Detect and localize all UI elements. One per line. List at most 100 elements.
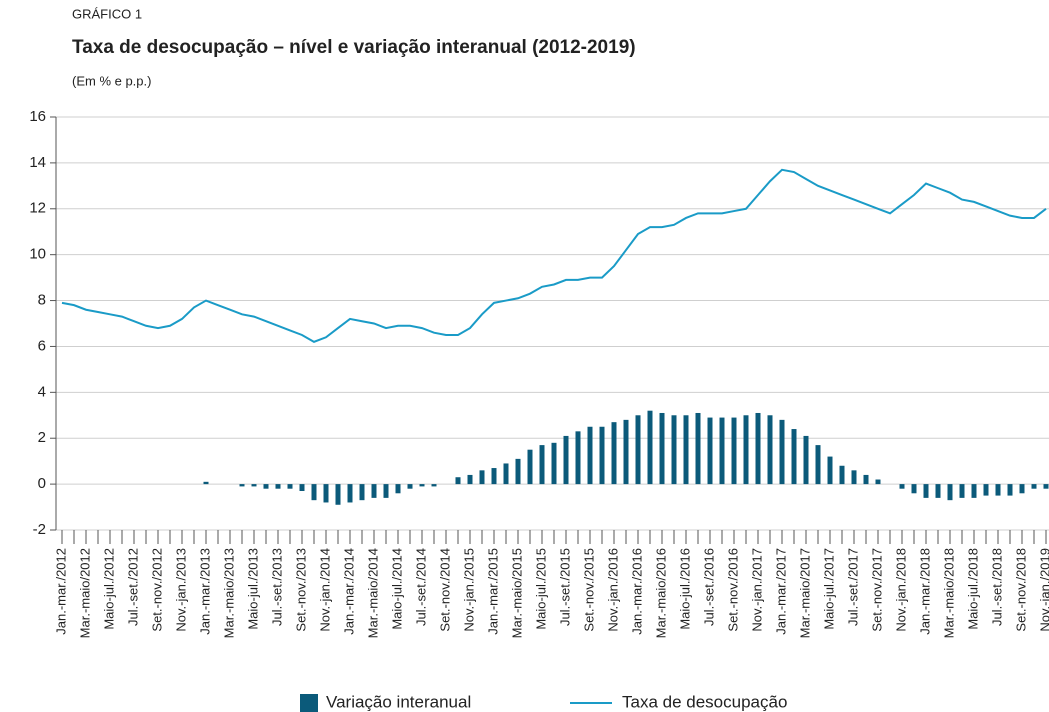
- bar: [287, 484, 293, 489]
- bar: [743, 415, 749, 485]
- bar: [299, 484, 305, 491]
- bar: [647, 410, 653, 485]
- x-tick-label: Nov.-jan./2019: [1037, 548, 1049, 632]
- x-tick-label: Jan.-mar./2013: [197, 548, 212, 635]
- x-tick-label: Mar.-maio/2015: [509, 548, 524, 638]
- y-tick-label: 6: [38, 337, 46, 354]
- x-tick-label: Jul.-set./2015: [557, 548, 572, 626]
- bar: [311, 484, 317, 501]
- legend-swatch: [300, 694, 318, 712]
- x-tick-label: Maio-jul./2018: [965, 548, 980, 630]
- x-tick-label: Set.-nov./2018: [1013, 548, 1028, 632]
- bar: [587, 426, 593, 485]
- y-tick-label: 0: [38, 475, 46, 492]
- x-tick-label: Jan.-mar./2012: [53, 548, 68, 635]
- x-tick-label: Set.-nov./2015: [581, 548, 596, 632]
- bar: [755, 412, 761, 485]
- x-tick-label: Mar.-maio/2016: [653, 548, 668, 638]
- x-tick-label: Maio-jul./2017: [821, 548, 836, 630]
- x-tick-label: Mar.-maio/2018: [941, 548, 956, 638]
- bar: [923, 484, 929, 498]
- x-tick-label: Nov.-jan./2015: [461, 548, 476, 632]
- bar: [467, 474, 473, 485]
- bar: [671, 415, 677, 485]
- bar: [899, 484, 905, 489]
- y-tick-label: 8: [38, 292, 46, 309]
- bar: [323, 484, 329, 503]
- bar: [851, 470, 857, 485]
- bar: [431, 484, 437, 487]
- x-tick-label: Jan.-mar./2017: [773, 548, 788, 635]
- bar: [791, 429, 797, 485]
- bar: [719, 417, 725, 485]
- x-tick-label: Set.-nov./2013: [293, 548, 308, 632]
- bar: [527, 449, 533, 485]
- bar: [983, 484, 989, 496]
- bar: [779, 419, 785, 485]
- x-tick-label: Set.-nov./2014: [437, 548, 452, 632]
- x-tick-label: Jul.-set./2017: [845, 548, 860, 626]
- x-tick-label: Jan.-mar./2016: [629, 548, 644, 635]
- bar: [491, 468, 497, 485]
- x-tick-label: Nov.-jan./2014: [317, 548, 332, 632]
- bar: [935, 484, 941, 498]
- bar: [1007, 484, 1013, 496]
- x-tick-label: Mar.-maio/2012: [77, 548, 92, 638]
- bar: [707, 417, 713, 485]
- bar: [731, 417, 737, 485]
- x-tick-label: Set.-nov./2012: [149, 548, 164, 632]
- bar: [947, 484, 953, 501]
- bar: [563, 435, 569, 485]
- x-tick-label: Nov.-jan./2017: [749, 548, 764, 632]
- x-tick-label: Set.-nov./2017: [869, 548, 884, 632]
- bar: [683, 415, 689, 485]
- bar: [347, 484, 353, 503]
- bar: [611, 422, 617, 485]
- bar: [539, 445, 545, 485]
- bar: [419, 484, 425, 487]
- bar: [1019, 484, 1025, 494]
- y-tick-label: 4: [38, 383, 46, 400]
- bar: [767, 415, 773, 485]
- x-tick-label: Mar.-maio/2014: [365, 548, 380, 638]
- bar: [407, 484, 413, 489]
- bar: [839, 465, 845, 485]
- bar: [503, 463, 509, 485]
- x-tick-label: Maio-jul./2014: [389, 548, 404, 630]
- line: [61, 168, 1047, 343]
- bar: [263, 484, 269, 489]
- bar: [479, 470, 485, 485]
- bar: [623, 419, 629, 485]
- bar: [635, 415, 641, 485]
- bar: [239, 484, 245, 487]
- bar: [959, 484, 965, 498]
- x-tick-label: Nov.-jan./2018: [893, 548, 908, 632]
- y-tick-label: 12: [29, 200, 46, 217]
- x-tick-label: Jul.-set./2012: [125, 548, 140, 626]
- bar: [815, 445, 821, 485]
- x-tick-label: Jan.-mar./2015: [485, 548, 500, 635]
- y-tick-label: 10: [29, 246, 46, 263]
- bar: [455, 477, 461, 485]
- bar: [275, 484, 281, 489]
- x-tick-label: Mar.-maio/2017: [797, 548, 812, 638]
- y-tick-label: -2: [33, 521, 46, 538]
- bar: [359, 484, 365, 501]
- x-tick-label: Set.-nov./2016: [725, 548, 740, 632]
- bar: [971, 484, 977, 498]
- y-tick-label: 2: [38, 429, 46, 446]
- bar: [911, 484, 917, 494]
- x-tick-label: Maio-jul./2013: [245, 548, 260, 630]
- bar: [203, 481, 209, 485]
- bar: [515, 458, 521, 485]
- x-tick-label: Jul.-set./2013: [269, 548, 284, 626]
- x-tick-label: Mar.-maio/2013: [221, 548, 236, 638]
- x-tick-label: Jul.-set./2014: [413, 548, 428, 626]
- y-tick-label: 14: [29, 154, 46, 171]
- bar: [995, 484, 1001, 496]
- bar: [551, 442, 557, 485]
- legend-label: Variação interanual: [326, 692, 471, 711]
- bar: [659, 412, 665, 485]
